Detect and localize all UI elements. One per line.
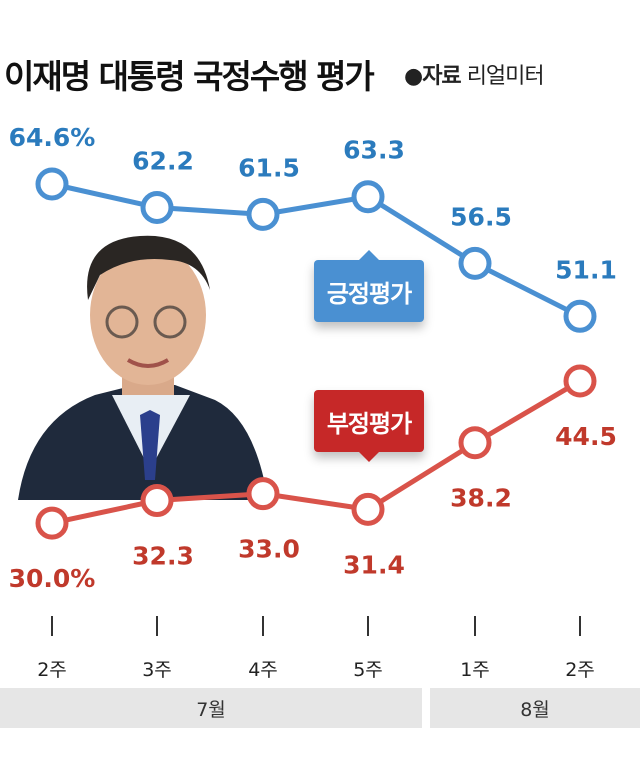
month-group-july: 7월 — [0, 688, 422, 728]
x-tick-label: 3주 — [142, 659, 172, 681]
legend-badge-negative: 부정평가 — [314, 390, 424, 462]
data-point-positive — [351, 180, 385, 214]
data-label-negative: 44.5 — [555, 422, 617, 451]
data-label-negative: 30.0% — [9, 564, 96, 593]
source-label: ●자료 — [404, 64, 462, 89]
x-tick-label: 2주 — [37, 659, 67, 681]
chart-title: 이재명 대통령 국정수행 평가 — [4, 57, 375, 96]
data-label-positive: 64.6% — [9, 123, 96, 152]
data-label-positive: 51.1 — [555, 255, 617, 284]
source-note: ●자료 리얼미터 — [404, 58, 545, 90]
data-point-positive — [246, 197, 280, 231]
data-point-negative — [458, 426, 492, 460]
data-label-positive: 56.5 — [450, 202, 512, 231]
x-tick-label: 2주 — [565, 659, 595, 681]
data-label-positive: 62.2 — [132, 147, 194, 176]
data-point-negative — [246, 477, 280, 511]
legend-badge-positive: 긍정평가 — [314, 250, 424, 322]
data-label-negative: 33.0 — [238, 535, 300, 564]
month-group-august: 8월 — [430, 688, 640, 728]
data-label-negative: 38.2 — [450, 484, 512, 513]
data-point-positive — [140, 191, 174, 225]
data-point-positive — [35, 167, 69, 201]
data-point-positive — [458, 246, 492, 280]
data-point-negative — [140, 484, 174, 518]
data-point-negative — [35, 506, 69, 540]
data-label-negative: 31.4 — [343, 550, 405, 579]
source-name: 리얼미터 — [466, 64, 545, 89]
x-tick-label: 4주 — [248, 659, 278, 681]
data-label-negative: 32.3 — [132, 542, 194, 571]
series-line-negative — [51, 378, 582, 526]
data-point-negative — [351, 492, 385, 526]
data-point-negative — [563, 364, 597, 398]
data-label-positive: 63.3 — [343, 136, 405, 165]
x-tick-label: 1주 — [460, 659, 490, 681]
x-tick-label: 5주 — [353, 659, 383, 681]
data-point-positive — [563, 299, 597, 333]
series-line-positive — [51, 181, 582, 319]
data-label-positive: 61.5 — [238, 153, 300, 182]
